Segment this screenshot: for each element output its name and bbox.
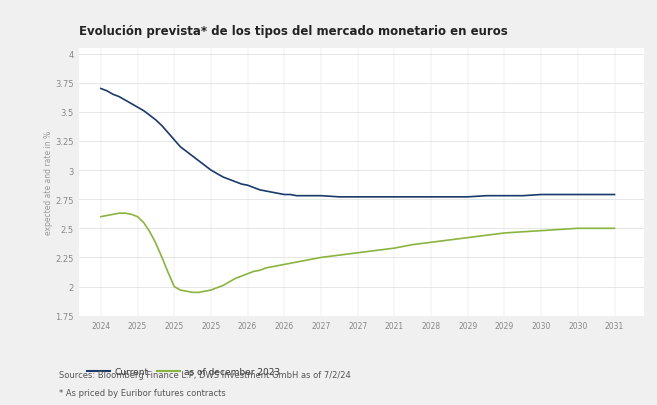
Text: Evolución prevista* de los tipos del mercado monetario en euros: Evolución prevista* de los tipos del mer… bbox=[79, 25, 508, 38]
Text: Sources: Bloomberg Finance L.P, DWS Investment GmbH as of 7/2/24: Sources: Bloomberg Finance L.P, DWS Inve… bbox=[59, 371, 351, 379]
Text: * As priced by Euribor futures contracts: * As priced by Euribor futures contracts bbox=[59, 388, 226, 397]
Y-axis label: expected ate and rate in %: expected ate and rate in % bbox=[43, 130, 53, 234]
Legend: Current, as of december 2023: Current, as of december 2023 bbox=[83, 363, 284, 379]
